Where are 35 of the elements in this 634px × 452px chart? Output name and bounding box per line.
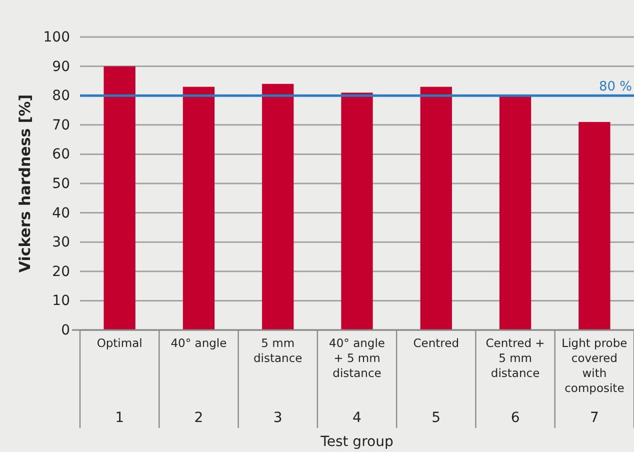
x-axis-title: Test group [320,434,394,450]
text: 5 [432,410,441,426]
y-tick-label: 60 [52,146,70,163]
text: 3 [273,410,282,426]
text: 7 [590,410,599,426]
y-axis-title: Vickers hardness [%] [16,94,34,273]
text: 1 [115,410,124,426]
bar [341,92,373,330]
bar [262,84,294,330]
bar [420,86,452,330]
y-tick-label: 30 [52,234,70,251]
x-tick-label: Optimal [96,336,142,350]
x-tick-label: 5 mm distance [253,336,302,365]
y-tick-label: 80 [52,88,70,104]
bar [104,66,136,330]
y-tick-label: 70 [52,117,70,134]
y-tick-label: 10 [52,293,70,310]
y-tick-label: 90 [52,58,70,75]
x-tick-label: Light probe covered with composite [562,336,628,395]
x-tick-label: Centred [413,336,460,350]
bar [182,86,215,330]
x-tick-label: 40° angle + 5 mm distance [329,336,385,380]
text: 4 [352,410,362,426]
y-tick-label: 20 [52,264,70,280]
text: 6 [510,410,520,426]
ref-line-label: 80 % [598,80,632,95]
bar [578,122,610,330]
x-tick-label: Centred + 5 mm distance [486,336,545,380]
y-tick-label: 50 [52,176,70,192]
bar [499,96,532,330]
text: 2 [194,410,204,426]
x-tick-label: 40° angle [170,336,227,350]
y-tick-label: 100 [43,29,70,46]
y-tick-label: 0 [61,322,70,338]
y-tick-label: 40 [52,205,70,222]
